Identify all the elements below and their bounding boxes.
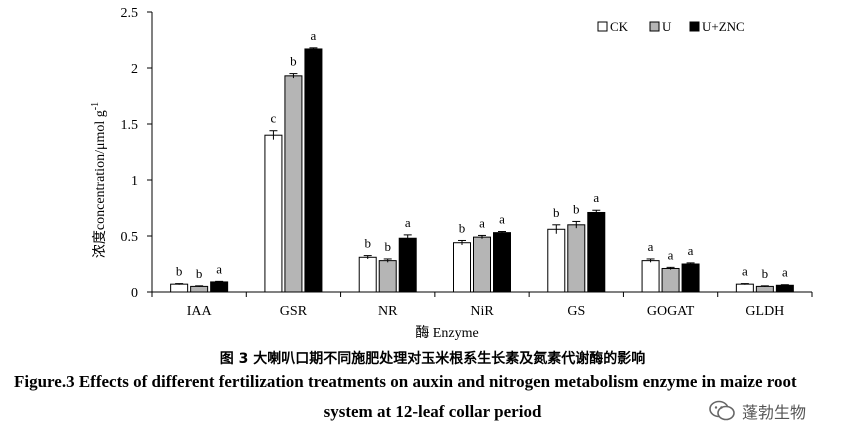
significance-label: b xyxy=(176,264,183,279)
legend-swatch xyxy=(649,21,660,32)
legend-swatch xyxy=(689,21,700,32)
caption-english-line2: system at 12-leaf collar period xyxy=(323,402,542,421)
significance-label: b xyxy=(762,266,769,281)
bar xyxy=(735,283,754,293)
significance-label: a xyxy=(593,190,599,205)
x-tick-label: GS xyxy=(567,304,585,319)
x-tick-label: GOGAT xyxy=(647,304,695,319)
bar xyxy=(378,260,397,293)
significance-label: a xyxy=(648,239,654,254)
significance-label: a xyxy=(668,247,674,262)
bar xyxy=(264,134,283,293)
bar-chart: 00.511.522.5 IAA GSR NR NiR GS GOGAT GLDH b b ac… xyxy=(90,6,813,341)
significance-label: a xyxy=(479,215,485,230)
significance-label: a xyxy=(688,243,694,258)
y-axis-label: 浓度concentration/μmol g-1 xyxy=(90,102,108,258)
bar xyxy=(358,256,377,293)
y-tick-label: 0.5 xyxy=(121,230,139,245)
wechat-icon xyxy=(709,400,735,421)
bar xyxy=(170,283,189,293)
bar xyxy=(755,285,774,293)
y-axis-label-main: 浓度concentration/μmol g xyxy=(92,110,108,258)
bar xyxy=(775,284,794,293)
bar xyxy=(453,242,471,293)
y-tick-label: 2 xyxy=(131,62,138,77)
bar xyxy=(398,237,417,293)
x-tick-label: GLDH xyxy=(745,304,784,319)
y-tick-label: 0 xyxy=(131,286,138,301)
caption-chinese: 图 3 大喇叭口期不同施肥处理对玉米根系生长素及氮素代谢酶的影响 xyxy=(219,351,646,367)
x-tick-label: NiR xyxy=(470,304,494,319)
bar xyxy=(641,260,660,293)
bar xyxy=(304,48,323,293)
significance-label: c xyxy=(271,111,277,126)
significance-label: a xyxy=(216,261,222,276)
significance-label: b xyxy=(290,54,297,69)
significance-label: b xyxy=(573,201,580,216)
x-tick-label: NR xyxy=(378,304,398,319)
significance-label: b xyxy=(196,266,203,281)
significance-label: a xyxy=(405,215,411,230)
watermark-text: 蓬勃生物 xyxy=(742,403,807,422)
significance-label: b xyxy=(553,205,560,220)
plot-area: 00.511.522.5 IAA GSR NR NiR GS GOGAT GLDH b b ac… xyxy=(90,6,813,341)
x-tick-label: GSR xyxy=(280,304,308,319)
legend-label: U xyxy=(662,19,672,34)
x-axis-label: 酶 Enzyme xyxy=(415,325,478,341)
bar xyxy=(681,263,700,293)
bar xyxy=(284,75,303,293)
legend: CK U U+ZNC xyxy=(597,19,745,34)
bar xyxy=(661,267,680,293)
x-tick-label: IAA xyxy=(187,304,213,319)
y-tick-label: 1 xyxy=(131,174,138,189)
watermark: 蓬勃生物 xyxy=(708,396,860,426)
significance-label: b xyxy=(384,239,391,254)
bar xyxy=(190,285,209,293)
y-tick-label: 2.5 xyxy=(121,6,139,21)
significance-label: a xyxy=(782,265,788,280)
significance-label: b xyxy=(459,220,466,235)
y-tick-label: 1.5 xyxy=(121,118,139,133)
bar xyxy=(587,211,606,293)
legend-swatch xyxy=(597,21,608,32)
bar xyxy=(473,236,491,293)
y-axis-label-sup: -1 xyxy=(90,102,101,110)
x-ticks: IAA GSR NR NiR GS GOGAT GLDH xyxy=(151,292,813,319)
significance-label: a xyxy=(499,212,505,227)
legend-label: U+ZNC xyxy=(702,19,745,34)
bar xyxy=(493,232,511,293)
y-ticks: 0 0.5 1 1.5 2 2.5 xyxy=(121,6,152,301)
significance-label: a xyxy=(742,264,748,279)
significance-label: a xyxy=(311,28,317,43)
caption-english-line1: Figure.3 Effects of different fertilizat… xyxy=(14,372,797,391)
legend-label: CK xyxy=(610,19,629,34)
significance-label: b xyxy=(364,236,371,251)
bar xyxy=(210,281,229,293)
bar xyxy=(547,228,566,293)
bar xyxy=(567,224,586,293)
